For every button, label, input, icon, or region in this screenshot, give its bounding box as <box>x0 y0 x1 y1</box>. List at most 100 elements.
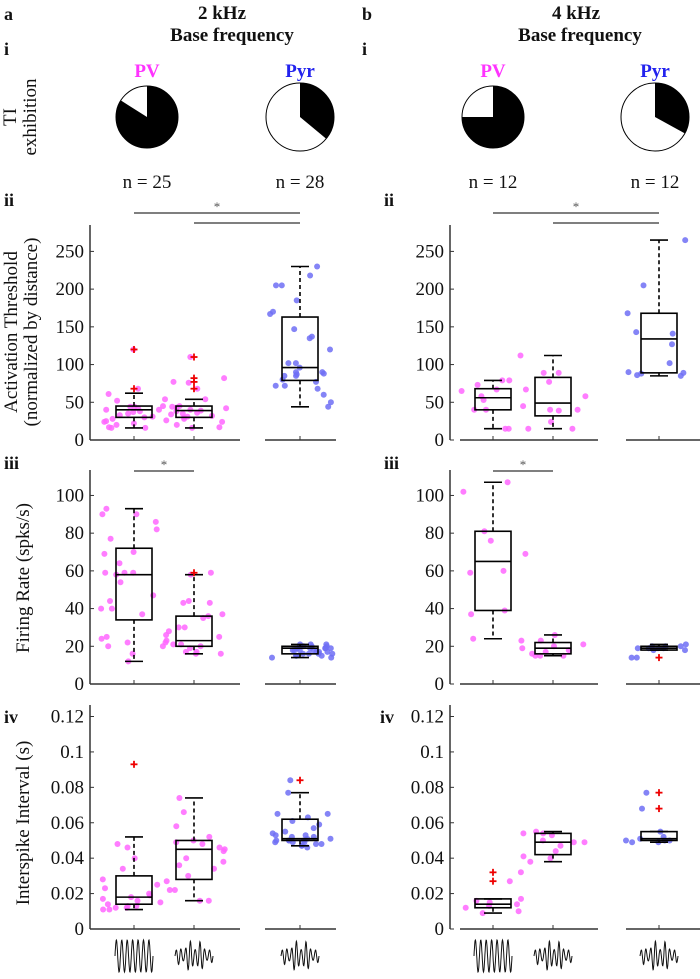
data-point <box>221 846 228 853</box>
significance-star: * <box>161 457 168 472</box>
y-tick-label: 0.12 <box>411 707 444 728</box>
data-point <box>146 890 153 897</box>
y-tick-label: 0 <box>435 674 445 695</box>
y-tick-label: 0.02 <box>51 884 84 905</box>
pie-group-label: PV <box>480 61 506 82</box>
data-point <box>219 418 226 425</box>
data-point <box>112 904 119 911</box>
data-point <box>666 360 673 367</box>
data-point <box>107 535 114 542</box>
row-label-iii-a: iii <box>4 453 19 473</box>
outlier-marker <box>130 385 138 393</box>
data-point <box>320 391 327 398</box>
panel-a-subtitle: Base frequency <box>170 25 294 46</box>
data-point <box>287 777 294 784</box>
data-point <box>669 330 676 337</box>
data-point <box>156 406 162 413</box>
box-pyr-ti <box>267 263 334 440</box>
data-point <box>274 810 281 817</box>
ylabel-activation-line1: Activation Threshold <box>1 251 22 413</box>
data-point <box>180 599 187 606</box>
data-point <box>458 388 465 394</box>
data-point <box>634 372 641 379</box>
data-point <box>160 403 166 410</box>
data-point <box>205 897 212 904</box>
data-point <box>525 425 532 432</box>
pie-chart-pv: PV n = 12 <box>461 61 525 193</box>
data-point <box>574 406 581 413</box>
data-point <box>106 906 113 913</box>
stimulus-waveform-sinusoid <box>473 938 513 974</box>
row-label-iv-a: iv <box>4 707 18 727</box>
data-point <box>580 641 587 648</box>
data-point <box>527 858 534 865</box>
data-point <box>168 411 175 418</box>
pie-slice-ti <box>300 82 335 139</box>
data-point <box>166 887 173 893</box>
row-label-ii-a: ii <box>4 190 14 210</box>
data-point <box>102 885 108 892</box>
data-point <box>108 605 115 612</box>
data-point <box>520 403 527 410</box>
data-point <box>669 341 675 348</box>
y-tick-label: 0 <box>75 674 85 695</box>
pie-chart-pyr: Pyr n = 12 <box>620 61 690 193</box>
outlier-marker <box>296 776 304 784</box>
box-pv-sinusoid <box>460 479 529 684</box>
y-tick-label: 50 <box>425 392 444 413</box>
data-point <box>506 377 513 384</box>
data-point <box>515 908 522 915</box>
iqr-box <box>281 645 319 655</box>
data-point <box>682 647 688 654</box>
data-point <box>163 417 170 424</box>
row-label-iii-b: iii <box>384 453 399 473</box>
iqr-box <box>115 875 153 906</box>
outlier-marker <box>489 868 497 876</box>
panel-letter-a: a <box>4 4 13 24</box>
data-point <box>327 346 333 353</box>
ylabel-isi: Interspike Interval (s) <box>13 741 34 906</box>
data-point <box>314 385 321 392</box>
data-point <box>522 386 529 393</box>
data-point <box>640 282 647 289</box>
outlier-marker <box>190 374 198 382</box>
data-point <box>116 560 123 567</box>
outlier-marker <box>190 353 198 361</box>
data-point <box>106 424 112 431</box>
data-point <box>320 370 327 377</box>
data-point <box>518 637 525 644</box>
box-pv-ti <box>518 632 587 684</box>
data-point <box>468 611 475 618</box>
boxplot-ii-panel-a: 0 50 100 150 200 250 * <box>56 199 336 451</box>
data-point <box>139 611 146 618</box>
data-point <box>581 839 588 846</box>
data-point <box>99 876 106 883</box>
iqr-box <box>474 898 512 909</box>
y-tick-label: 20 <box>425 636 444 657</box>
data-point <box>625 369 632 376</box>
data-point <box>113 421 120 428</box>
outlier-marker <box>130 345 138 353</box>
outlier-marker <box>655 805 663 813</box>
data-point <box>500 567 507 574</box>
data-point <box>114 841 121 847</box>
data-point <box>206 599 213 606</box>
boxplot-iii-panel-a: 0 20 40 60 80 100 * <box>56 457 336 695</box>
data-point <box>216 844 223 851</box>
iqr-box <box>534 376 572 417</box>
data-point <box>124 844 131 851</box>
box-pv-sinusoid <box>462 868 524 929</box>
data-point <box>98 605 105 612</box>
data-point <box>104 901 111 908</box>
data-point <box>176 862 183 869</box>
data-point <box>505 425 512 432</box>
boxplot-iv-panel-b: 0 0.02 0.04 0.06 0.08 0.1 0.12 <box>411 705 700 940</box>
data-point <box>185 379 192 386</box>
data-point <box>153 526 160 533</box>
data-point <box>291 326 298 333</box>
data-point <box>176 795 183 801</box>
data-point <box>142 424 149 431</box>
outlier-marker <box>190 385 198 393</box>
data-point <box>119 865 126 872</box>
